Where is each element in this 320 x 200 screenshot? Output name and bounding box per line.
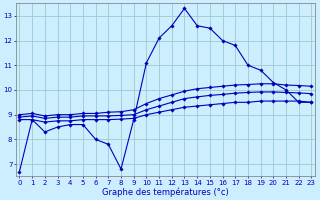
X-axis label: Graphe des températures (°c): Graphe des températures (°c): [102, 187, 229, 197]
